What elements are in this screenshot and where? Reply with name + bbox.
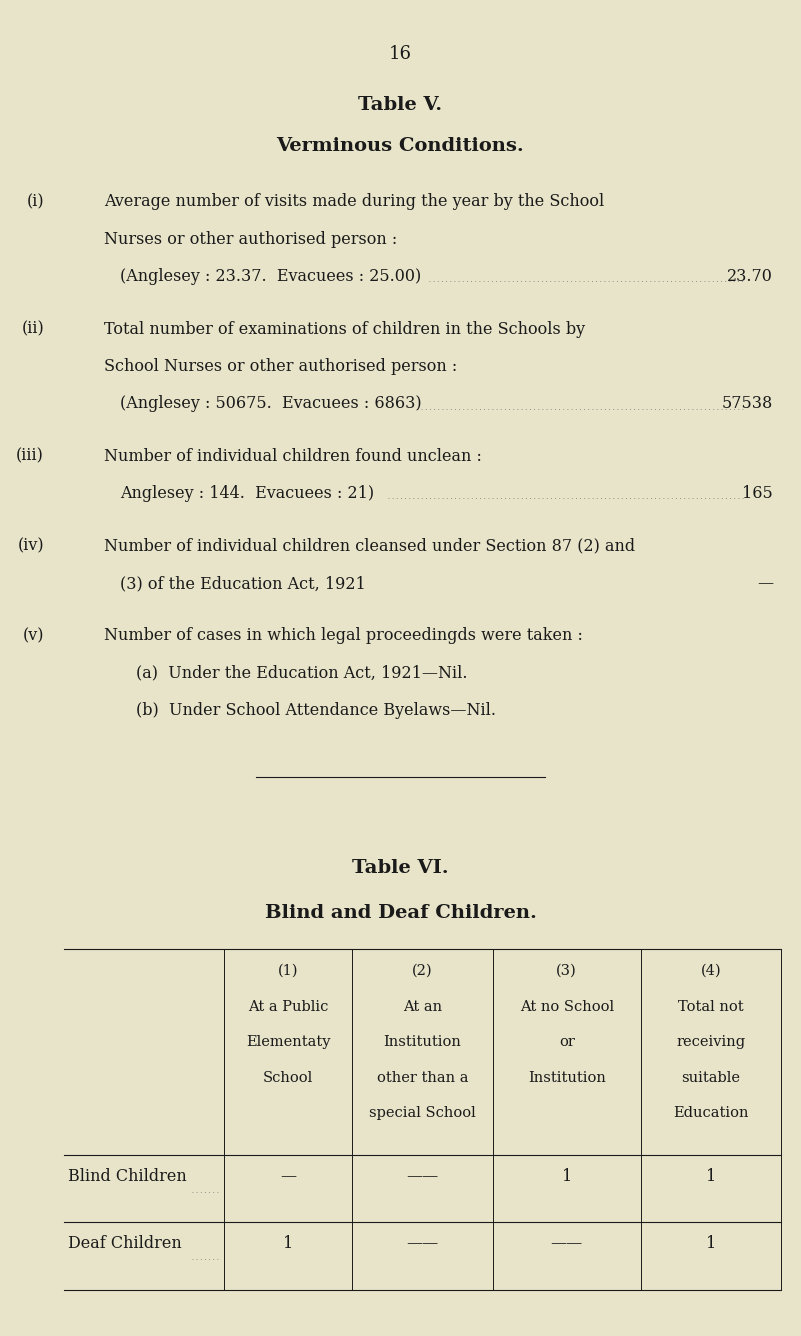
Text: (Anglesey : 23.37.  Evacuees : 25.00): (Anglesey : 23.37. Evacuees : 25.00) bbox=[120, 269, 421, 286]
Text: (3) of the Education Act, 1921: (3) of the Education Act, 1921 bbox=[120, 574, 366, 592]
Text: (i): (i) bbox=[26, 194, 44, 211]
Text: (iii): (iii) bbox=[16, 448, 44, 465]
Text: Blind and Deaf Children.: Blind and Deaf Children. bbox=[264, 904, 537, 922]
Text: —: — bbox=[757, 574, 773, 592]
Text: (Anglesey : 50675.  Evacuees : 6863): (Anglesey : 50675. Evacuees : 6863) bbox=[120, 395, 422, 413]
Text: special School: special School bbox=[369, 1106, 476, 1120]
Text: Number of individual children cleansed under Section 87 (2) and: Number of individual children cleansed u… bbox=[104, 537, 635, 554]
Text: Nurses or other authorised person :: Nurses or other authorised person : bbox=[104, 231, 397, 248]
Text: or: or bbox=[559, 1035, 574, 1049]
Text: (a)  Under the Education Act, 1921—Nil.: (a) Under the Education Act, 1921—Nil. bbox=[136, 665, 468, 681]
Text: Blind Children: Blind Children bbox=[68, 1168, 187, 1185]
Text: receiving: receiving bbox=[676, 1035, 746, 1049]
Text: School: School bbox=[264, 1070, 313, 1085]
Text: (v): (v) bbox=[22, 628, 44, 644]
Text: —: — bbox=[280, 1168, 296, 1185]
Text: Total number of examinations of children in the Schools by: Total number of examinations of children… bbox=[104, 321, 586, 338]
Text: 57538: 57538 bbox=[722, 395, 773, 413]
Text: Anglesey : 144.  Evacuees : 21): Anglesey : 144. Evacuees : 21) bbox=[120, 485, 374, 502]
Text: Verminous Conditions.: Verminous Conditions. bbox=[276, 138, 525, 155]
Text: Education: Education bbox=[673, 1106, 749, 1120]
Text: (ii): (ii) bbox=[22, 321, 44, 338]
Text: Total not: Total not bbox=[678, 999, 743, 1014]
Text: At no School: At no School bbox=[520, 999, 614, 1014]
Text: Institution: Institution bbox=[384, 1035, 461, 1049]
Text: Average number of visits made during the year by the School: Average number of visits made during the… bbox=[104, 194, 605, 211]
Text: ——: —— bbox=[406, 1236, 439, 1252]
Text: suitable: suitable bbox=[682, 1070, 740, 1085]
Text: Number of individual children found unclean :: Number of individual children found uncl… bbox=[104, 448, 482, 465]
Text: 1: 1 bbox=[706, 1236, 716, 1252]
Text: At an: At an bbox=[403, 999, 442, 1014]
Text: Table VI.: Table VI. bbox=[352, 859, 449, 878]
Text: (b)  Under School Attendance Byelaws—Nil.: (b) Under School Attendance Byelaws—Nil. bbox=[136, 703, 496, 719]
Text: 1: 1 bbox=[562, 1168, 572, 1185]
Text: Institution: Institution bbox=[528, 1070, 606, 1085]
Text: (3): (3) bbox=[557, 965, 577, 978]
Text: 165: 165 bbox=[743, 485, 773, 502]
Text: Elementaty: Elementaty bbox=[246, 1035, 331, 1049]
Text: School Nurses or other authorised person :: School Nurses or other authorised person… bbox=[104, 358, 457, 375]
Text: At a Public: At a Public bbox=[248, 999, 328, 1014]
Text: other than a: other than a bbox=[376, 1070, 469, 1085]
Text: (1): (1) bbox=[278, 965, 299, 978]
Text: Deaf Children: Deaf Children bbox=[68, 1236, 182, 1252]
Text: (iv): (iv) bbox=[18, 537, 44, 554]
Text: ——: —— bbox=[406, 1168, 439, 1185]
Text: 23.70: 23.70 bbox=[727, 269, 773, 286]
Text: (2): (2) bbox=[413, 965, 433, 978]
Text: Table V.: Table V. bbox=[358, 96, 443, 114]
Text: 16: 16 bbox=[389, 45, 412, 63]
Text: 1: 1 bbox=[284, 1236, 293, 1252]
Text: 1: 1 bbox=[706, 1168, 716, 1185]
Text: Number of cases in which legal proceedingds were taken :: Number of cases in which legal proceedin… bbox=[104, 628, 583, 644]
Text: (4): (4) bbox=[701, 965, 721, 978]
Text: ——: —— bbox=[550, 1236, 583, 1252]
